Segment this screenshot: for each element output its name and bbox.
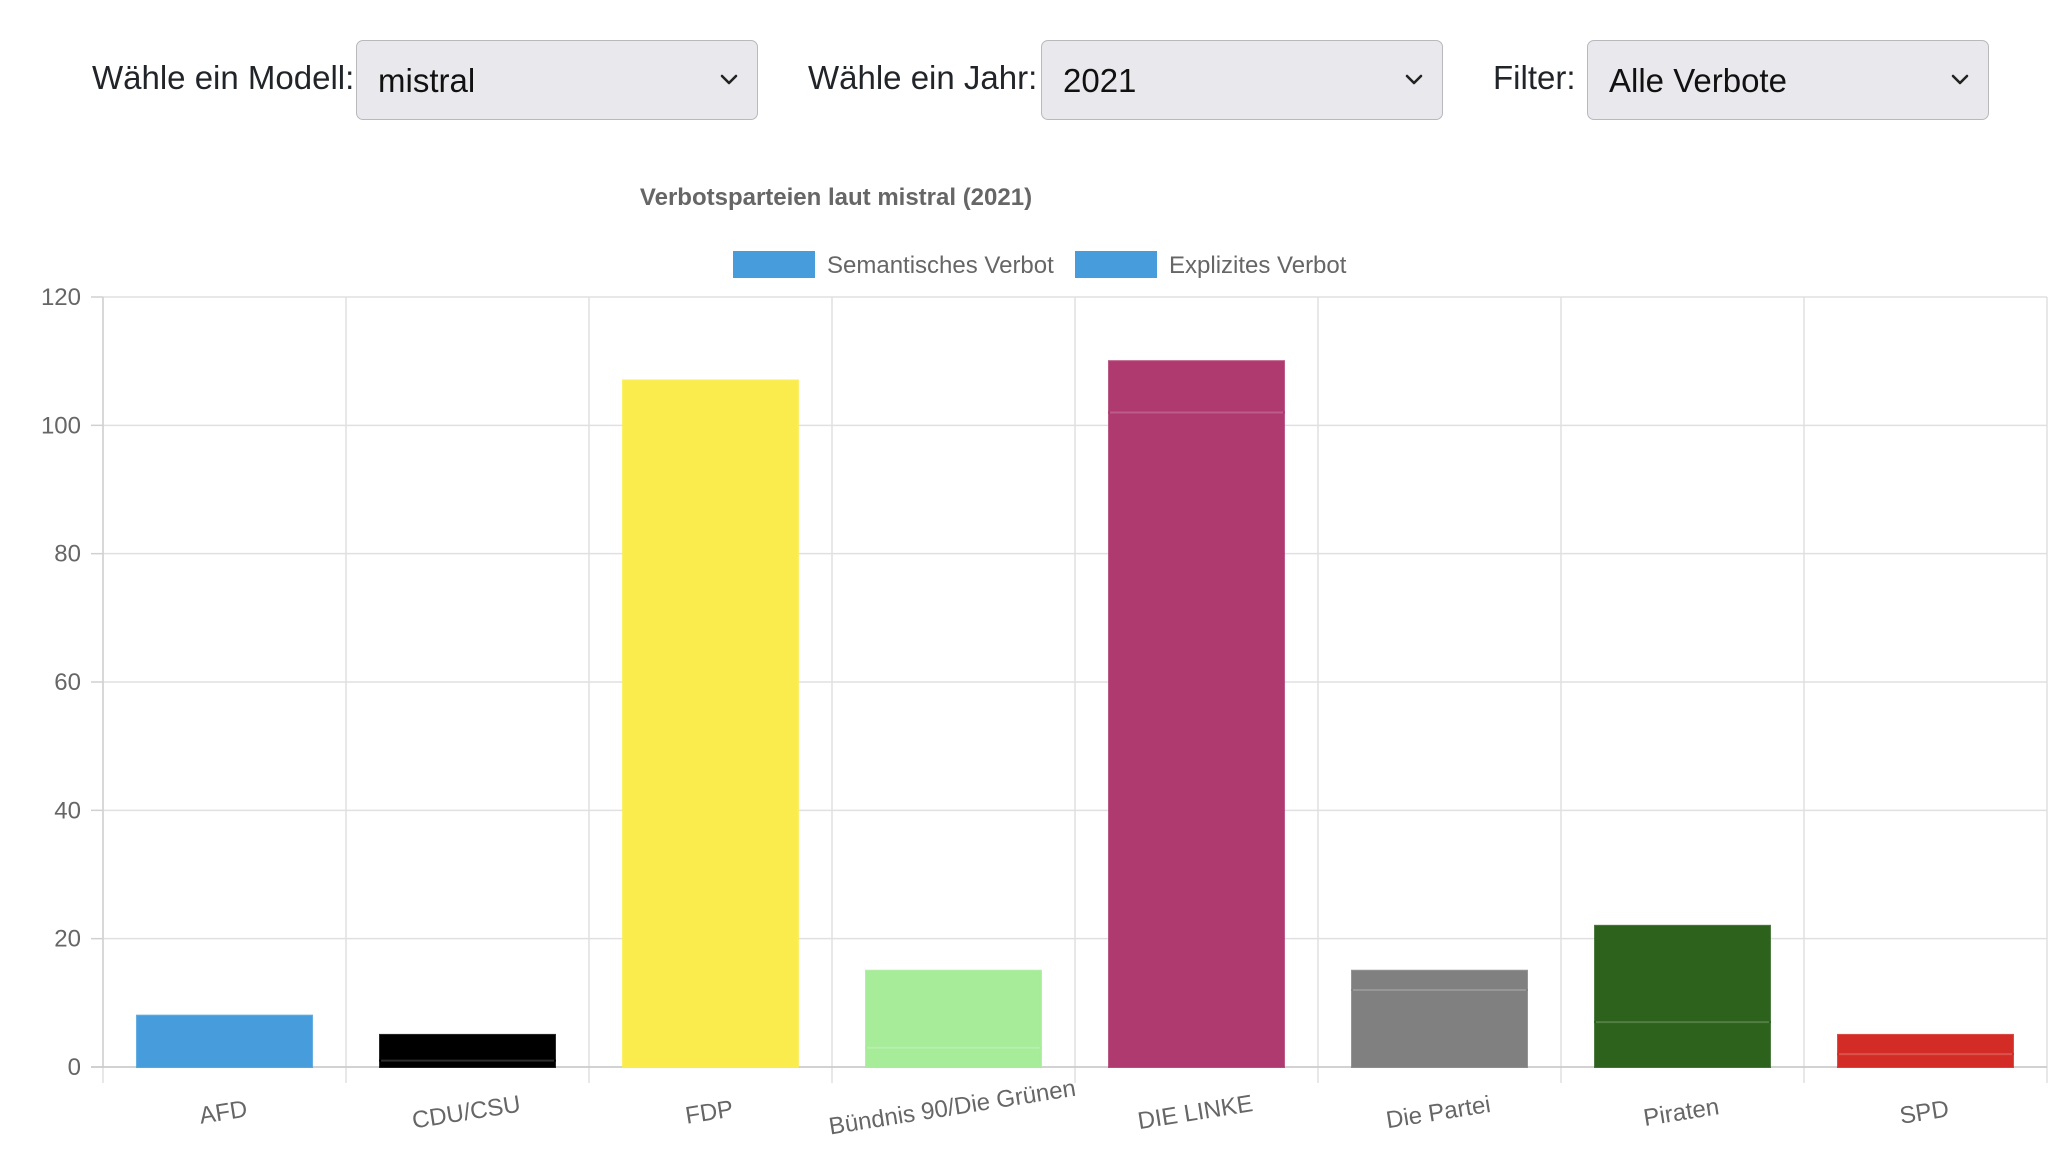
model-select[interactable]: mistral: [356, 40, 758, 120]
filter-select[interactable]: Alle Verbote: [1587, 40, 1989, 120]
controls-bar: Wähle ein Modell: mistral Wähle ein Jahr…: [0, 0, 2058, 160]
legend-swatch: [1075, 251, 1157, 278]
chevron-down-icon: [1405, 74, 1423, 85]
bar-segment: [136, 1014, 313, 1069]
year-select[interactable]: 2021: [1041, 40, 1443, 120]
bar-segment: [1108, 360, 1285, 414]
bar-chart: Verbotsparteien laut mistral (2021) Seman…: [41, 184, 2048, 1141]
x-tick-label: SPD: [1898, 1095, 1951, 1129]
bar-segment: [1108, 411, 1285, 1068]
bar-segment: [1594, 1021, 1771, 1068]
bar-segment: [1594, 924, 1771, 1024]
bar-segment: [1351, 969, 1528, 991]
bar-segment: [1837, 1033, 2014, 1056]
x-tick-label: CDU/CSU: [410, 1091, 522, 1135]
x-tick-label: AFD: [198, 1096, 250, 1130]
year-select-value: 2021: [1063, 62, 1137, 99]
legend-swatch: [733, 251, 815, 278]
bar-segment: [379, 1033, 556, 1062]
y-tick-label: 100: [41, 412, 81, 439]
year-select-label: Wähle ein Jahr:: [808, 59, 1038, 96]
chart-title: Verbotsparteien laut mistral (2021): [640, 184, 1032, 211]
bar-segment: [1351, 989, 1528, 1068]
x-tick-label: Die Partei: [1384, 1091, 1492, 1134]
y-tick-label: 80: [54, 541, 81, 568]
legend-label: Semantisches Verbot: [827, 252, 1054, 279]
x-tick-label: Bündnis 90/Die Grünen: [827, 1075, 1078, 1141]
x-tick-label: Piraten: [1642, 1093, 1721, 1132]
chevron-down-icon: [1951, 74, 1969, 85]
bar-segment: [1837, 1053, 2014, 1069]
legend-label: Explizites Verbot: [1169, 252, 1347, 279]
x-tick-label: DIE LINKE: [1136, 1090, 1255, 1135]
y-tick-label: 40: [54, 797, 81, 824]
y-tick-label: 0: [68, 1054, 81, 1081]
x-tick-label: FDP: [684, 1096, 736, 1130]
y-tick-label: 120: [41, 284, 81, 311]
bar-segment: [865, 969, 1042, 1049]
chevron-down-icon: [720, 74, 738, 85]
bar-segment: [622, 379, 799, 1068]
y-tick-label: 60: [54, 669, 81, 696]
filter-select-label: Filter:: [1493, 59, 1576, 96]
filter-select-value: Alle Verbote: [1609, 62, 1787, 99]
bar-segment: [865, 1046, 1042, 1068]
model-select-label: Wähle ein Modell:: [92, 59, 355, 96]
y-tick-label: 20: [54, 926, 81, 953]
model-select-value: mistral: [378, 62, 476, 99]
